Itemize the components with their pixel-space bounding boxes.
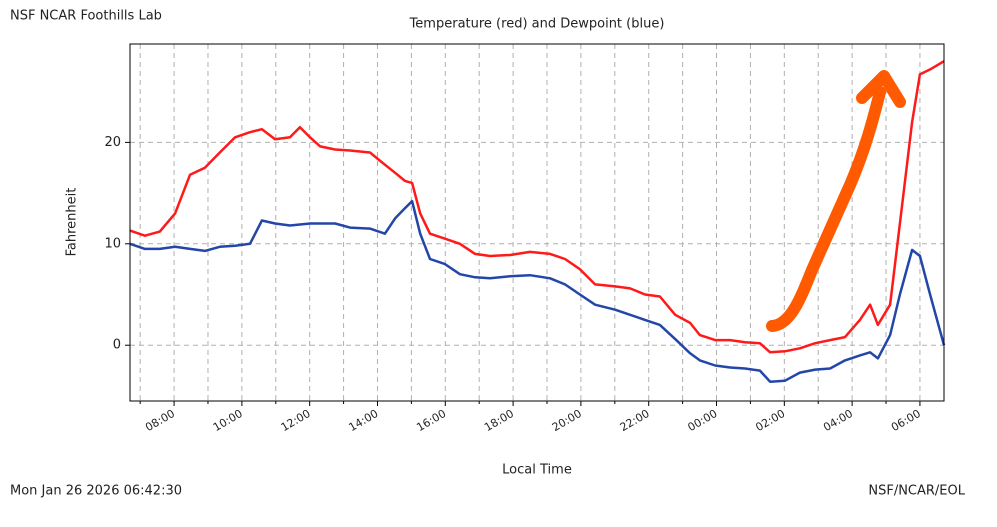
y-tick-label: 10 (104, 236, 121, 251)
credit: NSF/NCAR/EOL (868, 484, 965, 499)
arrow-head (856, 70, 906, 108)
annotation-arrow (766, 70, 906, 332)
series-line (129, 199, 946, 383)
arrow-shaft (766, 86, 886, 332)
y-tick-label: 0 (113, 338, 121, 353)
y-tick-label: 20 (104, 135, 121, 150)
chart-title: Temperature (red) and Dewpoint (blue) (409, 17, 665, 32)
y-axis-label: Fahrenheit (65, 188, 80, 257)
series-line (129, 60, 945, 354)
x-axis-label: Local Time (502, 463, 572, 478)
plot-frame (129, 43, 945, 402)
timestamp: Mon Jan 26 2026 06:42:30 (10, 484, 182, 499)
site-name: NSF NCAR Foothills Lab (10, 9, 162, 24)
